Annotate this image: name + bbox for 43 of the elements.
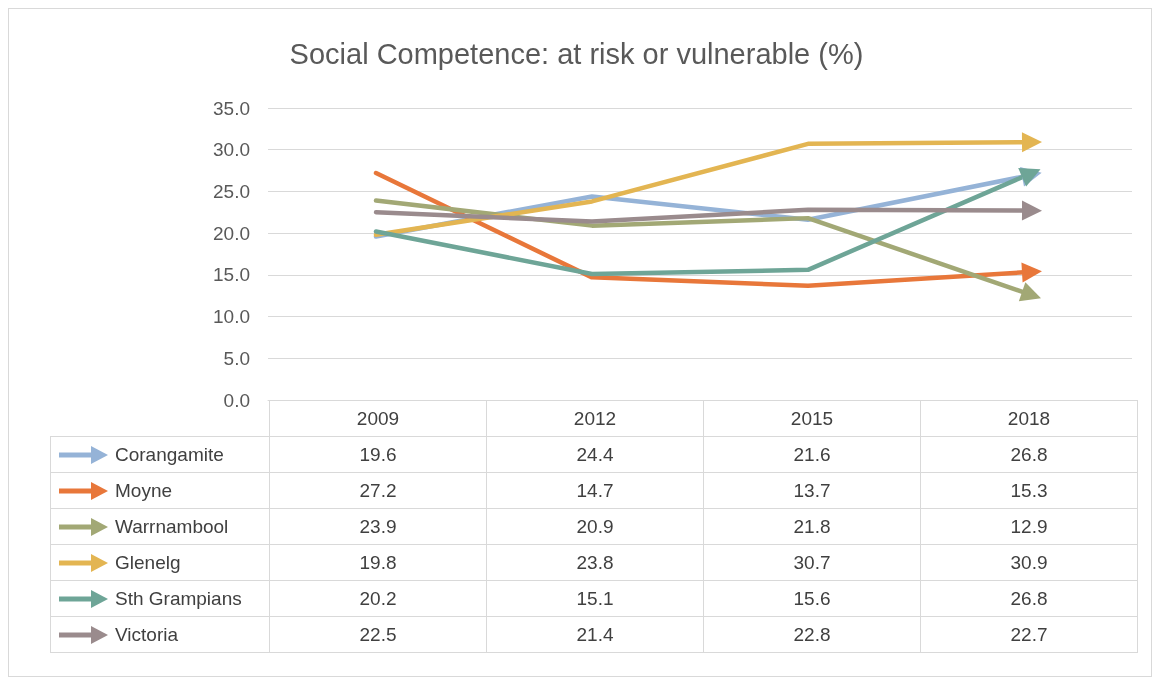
data-label: 12.9: [920, 508, 1138, 545]
data-label: 22.5: [269, 616, 487, 653]
data-label: 13.7: [703, 472, 921, 509]
data-label: 23.9: [269, 508, 487, 545]
data-label: 23.8: [486, 544, 704, 581]
x-tick-label: 2015: [703, 400, 921, 437]
legend-label: Glenelg: [115, 551, 181, 573]
chart-title: Social Competence: at risk or vulnerable (%): [289, 37, 864, 70]
data-label: 21.6: [703, 436, 921, 473]
y-tick-label: 15.0: [213, 264, 250, 286]
x-tick-label: 2012: [486, 400, 704, 437]
y-tick-label: 10.0: [213, 306, 250, 328]
data-label: 19.8: [269, 544, 487, 581]
x-tick-label: 2018: [920, 400, 1138, 437]
data-label: 14.7: [486, 472, 704, 509]
legend-label: Sth Grampians: [115, 587, 242, 609]
legend-label: Victoria: [115, 623, 179, 645]
y-tick-label: 0.0: [223, 389, 250, 411]
data-label: 21.4: [486, 616, 704, 653]
data-label: 19.6: [269, 436, 487, 473]
data-label: 20.9: [486, 508, 704, 545]
data-label: 26.8: [920, 436, 1138, 473]
legend-label: Moyne: [115, 479, 173, 501]
data-label: 15.1: [486, 580, 704, 617]
data-label: 24.4: [486, 436, 704, 473]
data-label: 15.6: [703, 580, 921, 617]
y-tick-label: 5.0: [223, 347, 250, 369]
y-tick-label: 30.0: [213, 139, 250, 161]
legend-label: Corangamite: [115, 443, 224, 465]
y-tick-label: 25.0: [213, 180, 250, 202]
data-label: 26.8: [920, 580, 1138, 617]
data-label: 22.7: [920, 616, 1138, 653]
y-tick-label: 20.0: [213, 222, 250, 244]
data-label: 30.7: [703, 544, 921, 581]
legend-label: Warrnambool: [115, 515, 229, 537]
x-tick-label: 2009: [269, 400, 487, 437]
data-label: 22.8: [703, 616, 921, 653]
data-label: 27.2: [269, 472, 487, 509]
y-tick-label: 35.0: [213, 97, 250, 119]
data-label: 15.3: [920, 472, 1138, 509]
data-label: 20.2: [269, 580, 487, 617]
data-label: 30.9: [920, 544, 1138, 581]
data-label: 21.8: [703, 508, 921, 545]
